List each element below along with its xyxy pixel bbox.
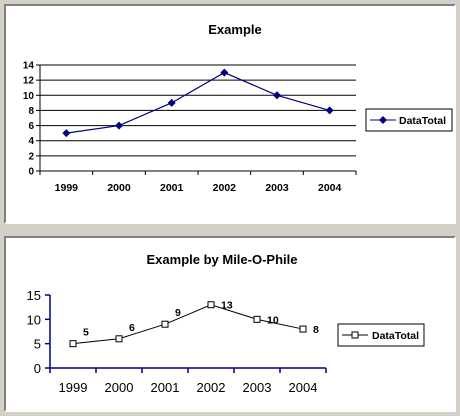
chart-1-x-tick-label: 2001 (160, 182, 184, 194)
chart-2-x-tick-label: 2003 (243, 380, 272, 395)
chart-1-data-point (325, 106, 334, 115)
chart-1-svg: Example 0 2 4 6 8 10 12 14 1999 2000 2001 2002 2003… (23, 22, 453, 194)
chart-2-x-tick-label: 2000 (105, 380, 134, 395)
chart-2-legend-box (337, 323, 425, 347)
chart-1-x-tick-label: 1999 (55, 182, 79, 194)
chart-2-data-label: 8 (313, 324, 319, 336)
chart-2-data-label: 5 (83, 327, 89, 339)
chart-2-data-point (207, 301, 215, 309)
chart-1-data-point (62, 129, 71, 138)
chart-1-legend: DataTotal (365, 108, 453, 132)
chart-2-data-point (299, 325, 307, 333)
chart-1-title: Example (208, 22, 261, 37)
chart-1-x-tick-label: 2000 (107, 182, 131, 194)
chart-2-data-label: 10 (267, 314, 279, 326)
chart-1-x-tick-label: 2004 (318, 182, 342, 194)
chart-panel-2: Example by Mile-O-Phile 0 5 10 15 1999 2000 2… (4, 236, 456, 412)
chart-1-series-line (66, 71, 330, 134)
chart-1-legend-box (365, 108, 453, 132)
chart-2-data-point (115, 335, 123, 343)
chart-2-y-tick-label: 10 (27, 312, 41, 327)
chart-2-legend: DataTotal (337, 323, 425, 347)
chart-panel-1: Example 0 2 4 6 8 10 12 14 1999 2000 2001 2002 2003… (4, 4, 456, 224)
chart-1-y-tick-label: 0 (28, 167, 34, 178)
chart-2-data-point (69, 340, 77, 348)
chart-1-legend-label: DataTotal (399, 115, 446, 127)
chart-2-x-tick-label: 2001 (151, 380, 180, 395)
chart-2-x-tick-label: 2004 (289, 380, 318, 395)
chart-2-legend-marker (351, 331, 359, 339)
chart-2-x-tick-label: 2002 (197, 380, 226, 395)
chart-1-data-point (220, 68, 229, 77)
chart-2-data-label: 6 (129, 322, 135, 334)
chart-1-x-tick-label: 2003 (265, 182, 289, 194)
chart-2-data-point (253, 315, 261, 323)
chart-2-svg: Example by Mile-O-Phile 0 5 10 15 1999 2000 2… (27, 252, 425, 395)
chart-1-y-tick-label: 4 (28, 136, 34, 147)
chart-2-x-tick-label: 1999 (59, 380, 88, 395)
chart-1-data-point (115, 121, 123, 130)
chart-1-legend-marker (379, 116, 387, 124)
chart-1-y-tick-label: 10 (23, 91, 35, 102)
chart-2-y-tick-label: 0 (34, 361, 41, 376)
chart-2-series-line (72, 304, 304, 345)
chart-1-y-tick-label: 12 (23, 76, 35, 87)
chart-2-y-tick-label: 15 (27, 288, 41, 303)
chart-2-data-label: 9 (175, 307, 181, 319)
chart-1-y-tick-label: 2 (28, 151, 34, 162)
chart-1-data-point (273, 91, 281, 100)
chart-1-y-tick-label: 14 (23, 61, 35, 72)
chart-1-y-tick-label: 8 (28, 106, 34, 117)
chart-1-data-point (167, 98, 176, 107)
chart-2-data-label: 13 (221, 300, 233, 312)
chart-2-data-point (161, 320, 169, 328)
chart-2-y-tick-label: 5 (34, 337, 41, 352)
chart-1-x-tick-label: 2002 (213, 182, 237, 194)
chart-2-legend-label: DataTotal (372, 330, 419, 342)
chart-2-title: Example by Mile-O-Phile (147, 252, 298, 267)
chart-1-y-tick-label: 6 (28, 121, 34, 132)
